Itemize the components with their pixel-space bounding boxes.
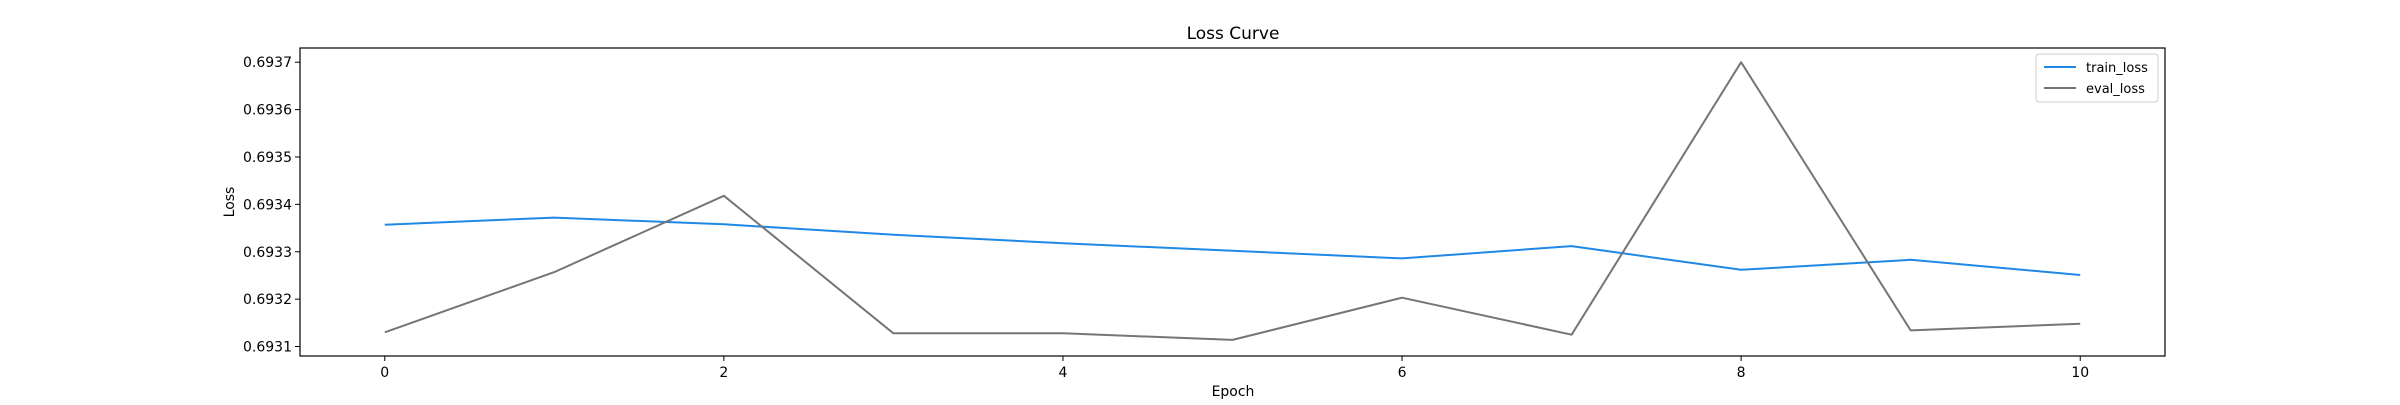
plot-frame bbox=[299, 47, 2166, 357]
legend-label-eval-loss: eval_loss bbox=[2086, 82, 2145, 97]
series-line-eval-loss bbox=[384, 61, 2081, 341]
x-tick-label: 8 bbox=[1737, 365, 1746, 381]
y-tick-label: 0.6935 bbox=[243, 150, 292, 166]
x-tick-label: 10 bbox=[2071, 365, 2089, 381]
chart-title: Loss Curve bbox=[1187, 24, 1280, 44]
y-axis-label: Loss bbox=[222, 187, 238, 218]
ticks-layer: 0 2 4 6 8 10 0.6931 0.6932 0.6933 0.6934 0.6935 0.6… bbox=[243, 55, 2089, 381]
x-tick-label: 2 bbox=[719, 365, 728, 381]
legend-label-train-loss: train_loss bbox=[2086, 61, 2148, 76]
legend: train_loss eval_loss bbox=[2035, 53, 2159, 103]
y-tick-label: 0.6937 bbox=[243, 55, 292, 71]
series-line-train-loss bbox=[384, 216, 2081, 276]
y-tick-label: 0.6933 bbox=[243, 245, 292, 261]
x-tick-label: 0 bbox=[380, 365, 389, 381]
y-tick-label: 0.6932 bbox=[243, 292, 292, 308]
series-layer bbox=[384, 61, 2081, 341]
x-tick-label: 6 bbox=[1398, 365, 1407, 381]
x-axis-label: Epoch bbox=[1212, 384, 1255, 400]
y-tick-label: 0.6934 bbox=[243, 197, 292, 213]
y-tick-label: 0.6931 bbox=[243, 340, 292, 356]
y-tick-label: 0.6936 bbox=[243, 103, 292, 119]
x-tick-label: 4 bbox=[1058, 365, 1067, 381]
